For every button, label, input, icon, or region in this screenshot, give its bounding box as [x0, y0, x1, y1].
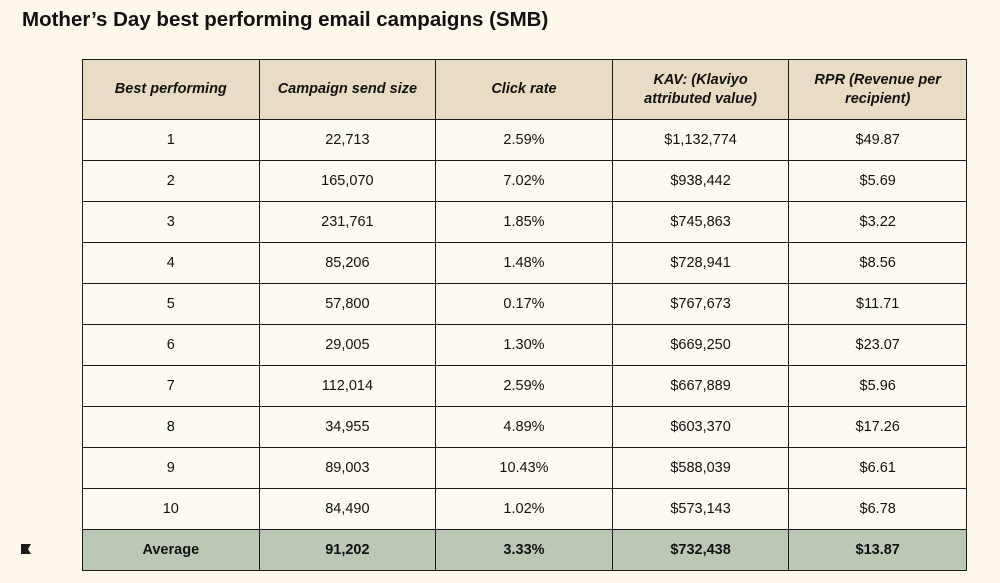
header-click-rate: Click rate: [435, 59, 613, 120]
table-row: 3 231,761 1.85% $745,863 $3.22: [82, 201, 967, 243]
table-row: 6 29,005 1.30% $669,250 $23.07: [82, 324, 967, 366]
average-send-size: 91,202: [258, 529, 437, 571]
header-campaign-send-size: Campaign send size: [258, 59, 437, 120]
cell-rank: 10: [82, 488, 260, 530]
cell-send-size: 112,014: [258, 365, 437, 407]
cell-click-rate: 1.85%: [435, 201, 613, 243]
cell-kav: $1,132,774: [611, 119, 790, 161]
cell-rpr: $8.56: [788, 242, 967, 284]
table-row: 10 84,490 1.02% $573,143 $6.78: [82, 488, 967, 530]
cell-kav: $767,673: [611, 283, 790, 325]
cell-click-rate: 2.59%: [435, 119, 613, 161]
cell-rpr: $6.61: [788, 447, 967, 489]
table-row: 2 165,070 7.02% $938,442 $5.69: [82, 160, 967, 202]
cell-kav: $728,941: [611, 242, 790, 284]
table-row: 8 34,955 4.89% $603,370 $17.26: [82, 406, 967, 448]
cell-click-rate: 4.89%: [435, 406, 613, 448]
header-rpr: RPR (Revenue per recipient): [788, 59, 967, 120]
average-row: Average 91,202 3.33% $732,438 $13.87: [82, 529, 967, 571]
cell-send-size: 22,713: [258, 119, 437, 161]
cell-send-size: 89,003: [258, 447, 437, 489]
cell-kav: $667,889: [611, 365, 790, 407]
cell-rpr: $49.87: [788, 119, 967, 161]
cell-send-size: 231,761: [258, 201, 437, 243]
cell-kav: $938,442: [611, 160, 790, 202]
table-header: Best performing Campaign send size Click…: [82, 59, 967, 120]
header-kav: KAV: (Klaviyo attributed value): [611, 59, 790, 120]
cell-rpr: $23.07: [788, 324, 967, 366]
cell-rank: 6: [82, 324, 260, 366]
campaign-table: Best performing Campaign send size Click…: [82, 59, 967, 571]
cell-rpr: $3.22: [788, 201, 967, 243]
cell-rpr: $17.26: [788, 406, 967, 448]
cell-click-rate: 1.02%: [435, 488, 613, 530]
cell-send-size: 34,955: [258, 406, 437, 448]
cell-click-rate: 1.30%: [435, 324, 613, 366]
cell-rpr: $11.71: [788, 283, 967, 325]
cell-rank: 7: [82, 365, 260, 407]
cell-kav: $745,863: [611, 201, 790, 243]
cell-click-rate: 0.17%: [435, 283, 613, 325]
cell-rank: 4: [82, 242, 260, 284]
cell-rpr: $5.96: [788, 365, 967, 407]
page-title: Mother’s Day best performing email campa…: [22, 8, 549, 31]
average-label: Average: [82, 529, 260, 571]
cell-rpr: $5.69: [788, 160, 967, 202]
table-row: 5 57,800 0.17% $767,673 $11.71: [82, 283, 967, 325]
cell-rank: 9: [82, 447, 260, 489]
table-row: 4 85,206 1.48% $728,941 $8.56: [82, 242, 967, 284]
cell-rank: 1: [82, 119, 260, 161]
cell-click-rate: 7.02%: [435, 160, 613, 202]
cell-kav: $588,039: [611, 447, 790, 489]
table-body: 1 22,713 2.59% $1,132,774 $49.87 2 165,070 7.02…: [82, 119, 967, 530]
flag-icon: [21, 544, 31, 554]
header-row: Best performing Campaign send size Click…: [82, 59, 967, 120]
cell-click-rate: 1.48%: [435, 242, 613, 284]
cell-click-rate: 2.59%: [435, 365, 613, 407]
cell-send-size: 29,005: [258, 324, 437, 366]
cell-send-size: 57,800: [258, 283, 437, 325]
cell-send-size: 85,206: [258, 242, 437, 284]
table-footer: Average 91,202 3.33% $732,438 $13.87: [82, 529, 967, 571]
table-row: 9 89,003 10.43% $588,039 $6.61: [82, 447, 967, 489]
cell-rank: 8: [82, 406, 260, 448]
header-best-performing: Best performing: [82, 59, 260, 120]
average-kav: $732,438: [611, 529, 790, 571]
cell-rank: 3: [82, 201, 260, 243]
average-click-rate: 3.33%: [435, 529, 613, 571]
cell-send-size: 84,490: [258, 488, 437, 530]
cell-send-size: 165,070: [258, 160, 437, 202]
table-row: 1 22,713 2.59% $1,132,774 $49.87: [82, 119, 967, 161]
table-row: 7 112,014 2.59% $667,889 $5.96: [82, 365, 967, 407]
average-rpr: $13.87: [788, 529, 967, 571]
cell-kav: $669,250: [611, 324, 790, 366]
cell-rank: 2: [82, 160, 260, 202]
cell-rank: 5: [82, 283, 260, 325]
cell-kav: $573,143: [611, 488, 790, 530]
cell-click-rate: 10.43%: [435, 447, 613, 489]
cell-rpr: $6.78: [788, 488, 967, 530]
cell-kav: $603,370: [611, 406, 790, 448]
